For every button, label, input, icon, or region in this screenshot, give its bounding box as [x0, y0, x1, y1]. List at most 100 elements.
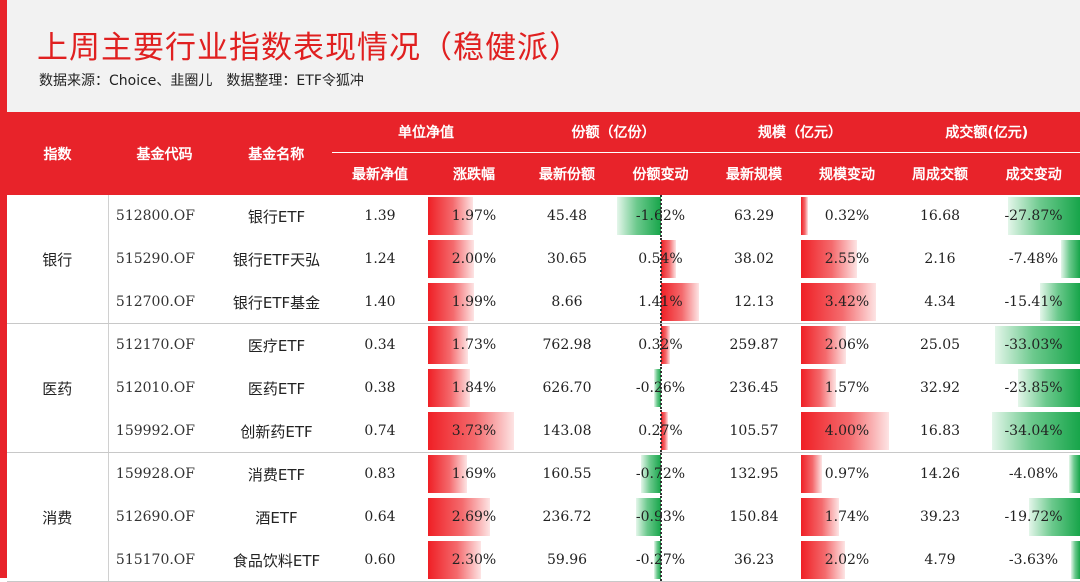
zero-axis-line [660, 324, 662, 366]
fund-code: 515290.OF [108, 237, 221, 281]
nav-latest: 0.83 [332, 452, 428, 496]
shares-latest: 59.96 [520, 538, 614, 582]
zero-axis-line [660, 195, 662, 237]
nav-latest: 1.24 [332, 237, 428, 281]
shares-change: -0.27% [614, 538, 707, 582]
scale-change-bar [801, 412, 889, 450]
scale-change-value: 2.06% [824, 337, 870, 353]
zero-axis-line [660, 410, 662, 452]
nav-latest: 0.34 [332, 323, 428, 367]
turnover-change: -15.41% [987, 280, 1080, 324]
shares-latest: 762.98 [520, 323, 614, 367]
fund-name: 食品饮料ETF [221, 538, 332, 582]
scale-change-bar [801, 455, 823, 493]
shares-latest: 160.55 [520, 452, 614, 496]
table-body: 银行 512800.OF 银行ETF 1.39 1.97% 45.48 -1.62% 63.2… [7, 195, 1080, 582]
scale-change: 1.57% [801, 366, 893, 410]
header-index: 指数 [7, 112, 108, 195]
nav-change-value: 3.73% [451, 423, 497, 439]
fund-code: 512010.OF [108, 366, 221, 410]
header-nav-latest: 最新净值 [331, 152, 428, 195]
zero-axis-line [660, 367, 662, 409]
header-scale-change: 规模变动 [800, 152, 893, 195]
data-compiler: 数据整理：ETF令狐冲 [226, 73, 364, 89]
table-row: 消费 159928.OF 消费ETF 0.83 1.69% 160.55 -0.72% 132… [7, 452, 1080, 582]
nav-change: 1.97% [428, 195, 520, 238]
nav-change: 2.69% [428, 495, 520, 539]
nav-change-value: 1.69% [451, 466, 497, 482]
turnover-change-value: -23.85% [1004, 380, 1063, 396]
scale-change-value: 0.32% [824, 208, 870, 224]
scale-change-value: 2.55% [824, 251, 870, 267]
shares-latest: 8.66 [520, 280, 614, 324]
nav-change-bar [428, 498, 490, 536]
shares-change: -1.62% [614, 195, 707, 238]
nav-change-value: 1.99% [451, 294, 497, 310]
zero-axis-line [660, 238, 662, 280]
scale-latest: 12.13 [707, 280, 801, 324]
scale-latest: 259.87 [707, 323, 801, 367]
scale-change: 3.42% [801, 280, 893, 324]
nav-change-value: 1.97% [451, 208, 497, 224]
shares-change-bar [635, 498, 661, 536]
scale-latest: 38.02 [707, 237, 801, 281]
turnover-change-bar [992, 412, 1080, 450]
fund-name: 消费ETF [221, 452, 332, 496]
header-fund-code: 基金代码 [108, 112, 221, 195]
scale-change-bar [801, 240, 858, 278]
turnover-change-value: -27.87% [1004, 208, 1063, 224]
scale-change-value: 1.57% [824, 380, 870, 396]
fund-code: 515170.OF [108, 538, 221, 582]
nav-latest: 0.60 [332, 538, 428, 582]
fund-code: 159992.OF [108, 409, 221, 453]
turnover-change-value: -4.08% [1008, 466, 1059, 482]
turnover-week: 2.16 [893, 237, 987, 281]
shares-latest: 45.48 [520, 195, 614, 238]
source-note: 数据来源：Choice、韭圈儿 数据整理：ETF令狐冲 [39, 70, 378, 90]
nav-change-bar [428, 283, 474, 321]
nav-change-bar [428, 455, 467, 493]
nav-change-bar [428, 541, 481, 579]
table-row: 银行 512800.OF 银行ETF 1.39 1.97% 45.48 -1.62% 63.2… [7, 195, 1080, 324]
fund-name: 银行ETF天弘 [221, 237, 332, 281]
data-source: 数据来源：Choice、韭圈儿 [39, 73, 213, 89]
fund-code: 512700.OF [108, 280, 221, 324]
turnover-week: 32.92 [893, 366, 987, 410]
nav-latest: 1.40 [332, 280, 428, 324]
shares-change-bar [617, 197, 661, 235]
nav-change: 2.30% [428, 538, 520, 582]
shares-change-bar [641, 455, 661, 493]
turnover-change-value: -19.72% [1004, 509, 1063, 525]
scale-change-value: 4.00% [824, 423, 870, 439]
table-row: 512690.OF 酒ETF 0.64 2.69% 236.72 -0.93% 150.84… [7, 495, 1080, 539]
turnover-change-bar [1029, 498, 1080, 536]
turnover-change-bar [1069, 455, 1080, 493]
turnover-change: -33.03% [987, 323, 1080, 367]
fund-name: 医药ETF [221, 366, 332, 410]
header-shares-latest: 最新份额 [519, 152, 614, 195]
nav-change-bar [428, 326, 468, 364]
nav-change-value: 1.73% [451, 337, 497, 353]
shares-change: -0.72% [614, 452, 707, 496]
title-band: 上周主要行业指数表现情况（稳健派） 数据来源：Choice、韭圈儿 数据整理：ET… [7, 0, 1080, 112]
scale-change: 1.74% [801, 495, 893, 539]
turnover-change: -34.04% [987, 409, 1080, 453]
nav-change-bar [428, 412, 514, 450]
fund-code: 159928.OF [108, 452, 221, 496]
scale-change-bar [801, 283, 877, 321]
scale-latest: 236.45 [707, 366, 801, 410]
nav-change-value: 2.00% [451, 251, 497, 267]
zero-axis-line [660, 281, 662, 323]
scale-latest: 105.57 [707, 409, 801, 453]
scale-latest: 36.23 [707, 538, 801, 582]
turnover-change-bar [1018, 369, 1080, 407]
fund-code: 512800.OF [108, 195, 221, 238]
nav-change-value: 2.30% [451, 552, 497, 568]
turnover-change-value: -15.41% [1004, 294, 1063, 310]
shares-change: -0.26% [614, 366, 707, 410]
nav-change-value: 2.69% [451, 509, 497, 525]
header-group-scale: 规模（亿元） [706, 112, 893, 153]
scale-change: 0.32% [801, 195, 893, 238]
turnover-week: 16.83 [893, 409, 987, 453]
turnover-week: 39.23 [893, 495, 987, 539]
